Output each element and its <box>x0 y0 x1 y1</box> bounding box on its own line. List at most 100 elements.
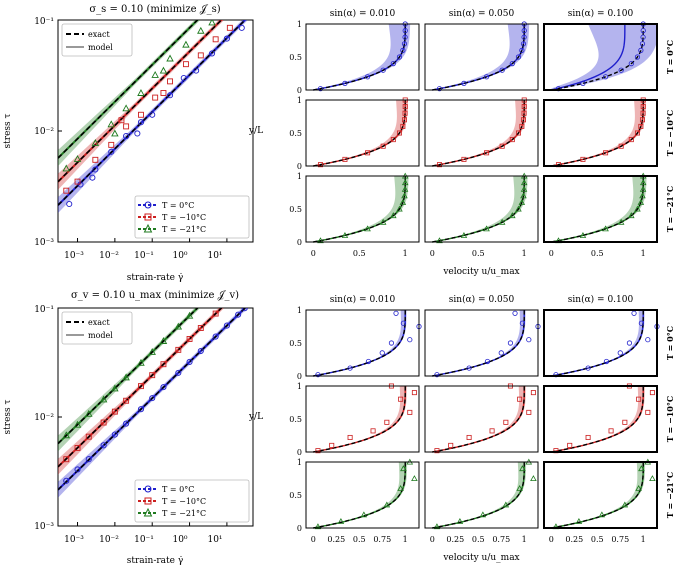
model-band <box>313 24 411 90</box>
data-point <box>397 484 404 491</box>
data-point <box>118 117 125 124</box>
profile-cell <box>543 309 660 378</box>
data-point <box>639 192 646 199</box>
x-tick-label: 0.5 <box>353 249 366 258</box>
data-point <box>137 406 145 413</box>
data-point <box>186 358 193 365</box>
x-tick-label: 10⁰ <box>172 251 187 261</box>
cell-frame <box>305 309 420 377</box>
model-line <box>58 308 199 445</box>
data-point <box>111 431 118 438</box>
data-point <box>123 420 130 427</box>
data-point <box>411 475 418 481</box>
data-point <box>411 390 417 396</box>
legend-exact: exact <box>88 318 110 327</box>
data-point <box>521 110 527 116</box>
y-tick-label: 0 <box>297 162 302 171</box>
data-point <box>639 41 646 47</box>
data-point <box>148 348 156 355</box>
data-point <box>138 111 144 118</box>
exact-line <box>432 310 525 377</box>
data-point <box>509 212 516 219</box>
data-point <box>636 396 642 402</box>
data-point <box>66 200 73 208</box>
data-point <box>515 54 522 60</box>
row-label: T = −10°C <box>665 396 675 442</box>
data-point <box>509 137 515 143</box>
model-band <box>551 24 657 90</box>
x-tick-label: 1 <box>641 249 646 258</box>
data-point <box>342 156 348 162</box>
data-point <box>519 465 526 472</box>
data-point <box>208 50 216 57</box>
exact-line <box>313 385 406 453</box>
data-point <box>85 456 92 463</box>
model-band <box>313 310 407 376</box>
profile-cell <box>543 21 658 92</box>
data-point <box>618 143 624 149</box>
data-point <box>520 185 528 192</box>
data-point <box>208 20 216 26</box>
data-point <box>509 60 515 67</box>
x-tick-label: 0.5 <box>591 535 604 544</box>
exact-line <box>551 176 644 243</box>
data-point <box>364 225 371 232</box>
legend-model: model <box>88 331 113 340</box>
x-tick-label: 1 <box>641 535 646 544</box>
x-tick-label: 10⁻¹ <box>134 535 154 545</box>
cell-frame <box>424 385 539 453</box>
data-point <box>521 34 527 40</box>
data-point <box>499 143 505 149</box>
x-tick-label: 10⁻³ <box>64 535 84 545</box>
data-point <box>174 322 183 330</box>
data-point <box>489 428 495 434</box>
data-point <box>634 205 641 212</box>
cell-frame <box>305 99 420 167</box>
data-point <box>166 92 174 99</box>
row-label: T = −21°C <box>665 186 675 232</box>
cell-frame <box>543 309 658 377</box>
model-band <box>432 24 530 90</box>
model-band <box>432 310 526 376</box>
data-point <box>461 156 467 162</box>
profile-cell <box>424 309 541 378</box>
panel-title: σ_s = 0.10 (minimize 𝒥_s) <box>89 4 220 15</box>
legend-temperature: T = 0°C T = −10°C T = −21°C <box>134 479 250 523</box>
panel-title: σ_v = 0.10 u_max (minimize 𝒥_v) <box>71 290 239 301</box>
y-tick-label: 0.5 <box>289 339 302 348</box>
data-point <box>370 428 376 434</box>
data-point <box>602 74 609 80</box>
data-point <box>138 383 144 390</box>
data-point <box>108 141 115 148</box>
exact-line <box>58 20 199 159</box>
data-point <box>149 111 156 118</box>
data-point <box>388 340 395 346</box>
data-point <box>347 365 353 371</box>
data-point <box>402 27 408 34</box>
profile-cell <box>424 458 539 530</box>
data-point <box>402 110 408 116</box>
profile-cell <box>305 97 420 168</box>
data-point <box>516 484 523 491</box>
data-point <box>530 475 537 481</box>
data-point <box>159 66 168 74</box>
y-tick-label: 1 <box>297 172 302 181</box>
data-point <box>317 237 324 244</box>
data-point <box>407 409 413 415</box>
data-point <box>515 130 521 136</box>
data-point <box>223 322 230 329</box>
row-label: T = 0°C <box>665 326 675 360</box>
data-point <box>315 372 321 378</box>
data-point <box>396 205 403 212</box>
data-point <box>585 434 591 440</box>
data-point <box>379 218 387 225</box>
data-point <box>402 104 408 110</box>
data-point <box>575 517 583 524</box>
y-tick-label: 0 <box>297 238 302 247</box>
exact-line <box>313 175 406 243</box>
data-point <box>379 350 385 356</box>
data-point <box>628 212 635 219</box>
exact-line <box>432 386 525 453</box>
y-tick-label: 0 <box>297 86 302 95</box>
data-point <box>580 156 586 162</box>
